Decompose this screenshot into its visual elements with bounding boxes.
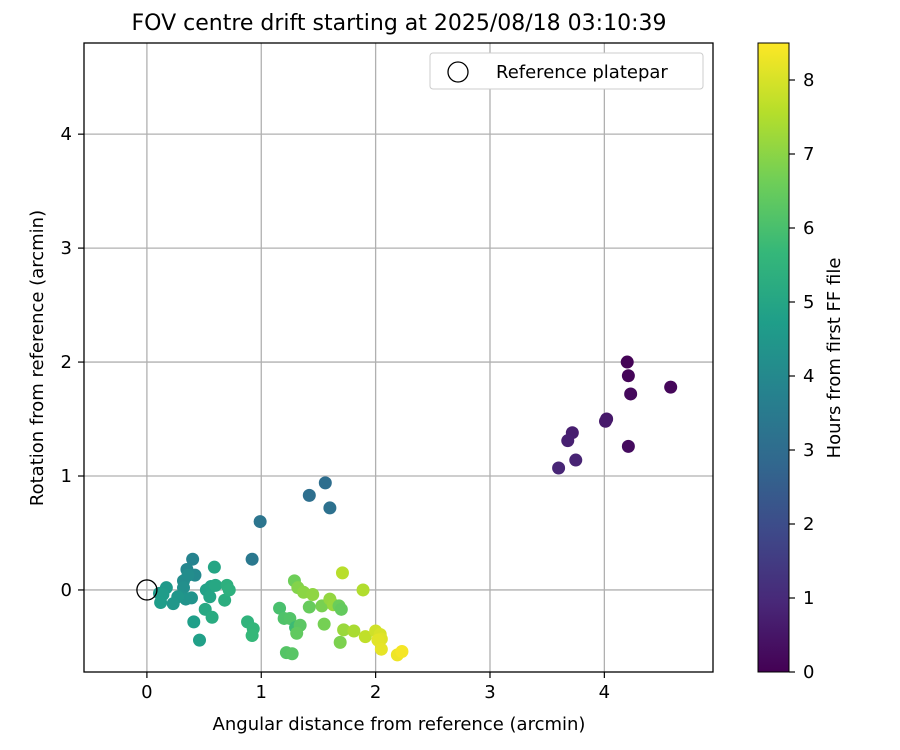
data-point: [209, 578, 223, 592]
data-point: [306, 588, 320, 602]
reference-marker-group: [136, 579, 158, 601]
data-point: [621, 439, 635, 453]
data-point: [561, 434, 575, 448]
data-point: [333, 635, 347, 649]
colorbar-tick-label: 4: [803, 366, 814, 387]
y-tick-label: 0: [61, 580, 72, 601]
colorbar-tick-label: 3: [803, 440, 814, 461]
data-point: [317, 617, 331, 631]
plot-frame: [83, 42, 714, 673]
data-point: [624, 387, 638, 401]
y-tick-label: 4: [61, 124, 72, 145]
colorbar-ticks: 0 1 2 3 4 5 6 7 8: [789, 70, 814, 683]
y-axis-label: Rotation from reference (arcmin): [27, 210, 48, 506]
legend-marker-icon: [447, 61, 469, 83]
data-point: [358, 630, 372, 644]
colorbar-tick-label: 8: [803, 70, 814, 91]
colorbar-gradient: [757, 42, 790, 673]
legend-label: Reference platepar: [496, 62, 668, 83]
x-axis-label: Angular distance from reference (arcmin): [213, 714, 586, 735]
data-point: [205, 610, 219, 624]
x-tick-label: 4: [599, 682, 610, 703]
data-point: [335, 566, 349, 580]
x-tick-label: 0: [141, 682, 152, 703]
data-point: [356, 583, 370, 597]
y-tick-label: 3: [61, 238, 72, 259]
data-point: [598, 414, 612, 428]
x-tick-label: 3: [484, 682, 495, 703]
chart-title: FOV centre drift starting at 2025/08/18 …: [132, 11, 667, 36]
data-point: [207, 560, 221, 574]
data-point: [154, 595, 168, 609]
data-point: [218, 593, 232, 607]
data-point: [552, 461, 566, 475]
data-point: [203, 590, 217, 604]
data-point: [245, 629, 259, 643]
x-tick-label: 2: [370, 682, 381, 703]
legend: Reference platepar: [429, 52, 704, 90]
colorbar-tick-label: 6: [803, 218, 814, 239]
colorbar-tick-label: 2: [803, 514, 814, 535]
data-point: [302, 488, 316, 502]
data-point: [395, 644, 409, 658]
data-point: [302, 600, 316, 614]
data-point: [337, 623, 351, 637]
data-point: [323, 501, 337, 515]
data-point: [186, 552, 200, 566]
data-point: [621, 369, 635, 383]
reference-point-marker: [136, 579, 158, 601]
colorbar-label: Hours from first FF file: [824, 258, 845, 459]
data-point: [187, 615, 201, 629]
x-axis-ticks: 0 1 2 3 4: [141, 672, 610, 703]
data-point: [285, 647, 299, 661]
x-tick-label: 1: [256, 682, 267, 703]
data-point: [185, 591, 199, 605]
data-point: [273, 601, 287, 615]
data-point: [245, 552, 259, 566]
colorbar-tick-label: 5: [803, 292, 814, 313]
data-point: [253, 515, 267, 529]
data-point: [664, 380, 678, 394]
colorbar: 0 1 2 3 4 5 6 7 8 Hours from first FF file: [757, 42, 845, 683]
data-point: [166, 597, 180, 611]
data-points: [152, 355, 678, 662]
colorbar-tick-label: 0: [803, 662, 814, 683]
data-point: [334, 602, 348, 616]
data-point: [569, 453, 583, 467]
colorbar-tick-label: 7: [803, 144, 814, 165]
data-point: [193, 633, 207, 647]
data-point: [620, 355, 634, 369]
data-point: [181, 568, 195, 582]
y-axis-ticks: 0 1 2 3 4: [61, 124, 84, 601]
data-point: [347, 624, 361, 638]
data-point: [222, 583, 236, 597]
data-point: [290, 626, 304, 640]
data-point: [374, 642, 388, 656]
y-tick-label: 1: [61, 466, 72, 487]
colorbar-tick-label: 1: [803, 588, 814, 609]
data-point: [318, 476, 332, 490]
legend-box: [429, 52, 704, 90]
y-tick-label: 2: [61, 352, 72, 373]
